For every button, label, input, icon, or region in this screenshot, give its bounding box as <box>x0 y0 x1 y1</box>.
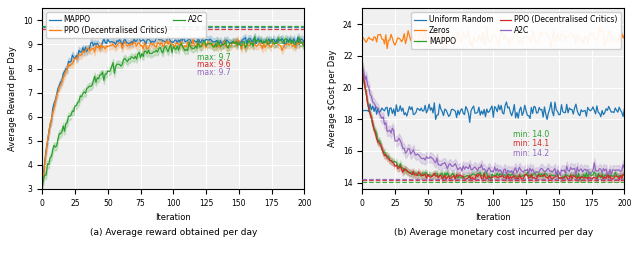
MAPPO <box>468 172 476 176</box>
MAPPO <box>280 39 287 42</box>
Zeros <box>456 35 463 39</box>
Zeros <box>483 24 491 28</box>
MAPPO <box>501 174 509 177</box>
Text: max: 9.6: max: 9.6 <box>197 60 230 69</box>
Line: PPO (Decentralised Critics): PPO (Decentralised Critics) <box>362 68 625 180</box>
A2C <box>148 52 156 55</box>
PPO (Decentralised Critics) <box>38 181 46 184</box>
A2C <box>552 175 560 178</box>
MAPPO <box>62 67 70 70</box>
X-axis label: Iteration: Iteration <box>156 213 191 222</box>
Uniform Random <box>466 121 474 124</box>
PPO (Decentralised Critics) <box>358 67 366 70</box>
Legend: MAPPO, PPO (Decentralised Critics), A2C: MAPPO, PPO (Decentralised Critics), A2C <box>46 12 206 38</box>
MAPPO <box>487 179 495 182</box>
A2C <box>468 168 476 171</box>
Y-axis label: Average Reward per Day: Average Reward per Day <box>8 46 17 151</box>
Text: max: 9.7: max: 9.7 <box>197 53 230 62</box>
Line: A2C: A2C <box>42 37 305 188</box>
PPO (Decentralised Critics) <box>62 69 70 73</box>
PPO (Decentralised Critics) <box>360 77 367 80</box>
A2C <box>251 35 259 39</box>
Uniform Random <box>382 106 390 109</box>
A2C <box>500 168 508 171</box>
A2C <box>180 47 188 50</box>
MAPPO <box>38 179 46 183</box>
MAPPO <box>454 176 462 179</box>
Uniform Random <box>470 104 477 108</box>
PPO (Decentralised Critics) <box>189 37 197 41</box>
PPO (Decentralised Critics) <box>593 179 601 182</box>
PPO (Decentralised Critics) <box>280 46 287 49</box>
A2C <box>621 167 628 170</box>
MAPPO <box>360 77 367 80</box>
MAPPO <box>301 42 308 46</box>
Line: A2C: A2C <box>362 67 625 176</box>
Legend: Uniform Random, Zeros, MAPPO, PPO (Decentralised Critics), A2C: Uniform Random, Zeros, MAPPO, PPO (Decen… <box>412 12 621 49</box>
A2C <box>454 168 462 171</box>
PPO (Decentralised Critics) <box>40 173 47 176</box>
Uniform Random <box>621 107 628 111</box>
PPO (Decentralised Critics) <box>468 176 476 179</box>
Title: (b) Average monetary cost incurred per day: (b) Average monetary cost incurred per d… <box>394 228 593 237</box>
A2C <box>358 65 366 68</box>
MAPPO <box>164 35 172 38</box>
MAPPO <box>621 174 628 177</box>
Line: Uniform Random: Uniform Random <box>362 102 625 122</box>
Line: Zeros: Zeros <box>362 26 625 48</box>
Text: min: 14.0: min: 14.0 <box>513 130 549 139</box>
Line: MAPPO: MAPPO <box>42 37 305 181</box>
A2C <box>40 177 47 180</box>
MAPPO <box>382 153 390 157</box>
Zeros <box>470 34 477 38</box>
PPO (Decentralised Critics) <box>301 41 308 45</box>
A2C <box>134 52 142 55</box>
Y-axis label: Average $Cost per Day: Average $Cost per Day <box>328 50 337 147</box>
A2C <box>38 186 46 189</box>
A2C <box>280 42 287 45</box>
A2C <box>360 69 367 73</box>
PPO (Decentralised Critics) <box>382 153 390 157</box>
Zeros <box>601 44 609 48</box>
PPO (Decentralised Critics) <box>500 176 508 179</box>
MAPPO <box>134 37 142 40</box>
Zeros <box>360 37 367 40</box>
A2C <box>600 167 607 170</box>
Text: max: 9.7: max: 9.7 <box>197 68 230 76</box>
PPO (Decentralised Critics) <box>621 173 628 176</box>
MAPPO <box>148 40 156 43</box>
Zeros <box>382 33 390 37</box>
Uniform Random <box>358 109 366 112</box>
MAPPO <box>181 40 189 43</box>
Uniform Random <box>601 111 609 114</box>
Uniform Random <box>454 109 462 112</box>
PPO (Decentralised Critics) <box>600 177 607 181</box>
A2C <box>382 121 390 124</box>
Zeros <box>621 33 628 37</box>
Line: MAPPO: MAPPO <box>362 66 625 181</box>
A2C <box>301 45 308 48</box>
MAPPO <box>358 65 366 68</box>
X-axis label: Iteration: Iteration <box>476 213 511 222</box>
Uniform Random <box>501 104 509 107</box>
Text: min: 14.1: min: 14.1 <box>513 139 549 148</box>
Zeros <box>383 47 391 50</box>
PPO (Decentralised Critics) <box>454 175 462 178</box>
MAPPO <box>600 176 607 179</box>
PPO (Decentralised Critics) <box>148 43 156 46</box>
MAPPO <box>40 171 47 174</box>
Text: min: 14.2: min: 14.2 <box>513 149 549 158</box>
Uniform Random <box>360 109 367 112</box>
PPO (Decentralised Critics) <box>134 42 142 45</box>
Title: (a) Average reward obtained per day: (a) Average reward obtained per day <box>90 228 257 237</box>
Zeros <box>358 36 366 39</box>
Uniform Random <box>502 100 510 104</box>
A2C <box>62 122 70 125</box>
PPO (Decentralised Critics) <box>180 46 188 49</box>
Zeros <box>502 39 510 42</box>
Line: PPO (Decentralised Critics): PPO (Decentralised Critics) <box>42 39 305 182</box>
